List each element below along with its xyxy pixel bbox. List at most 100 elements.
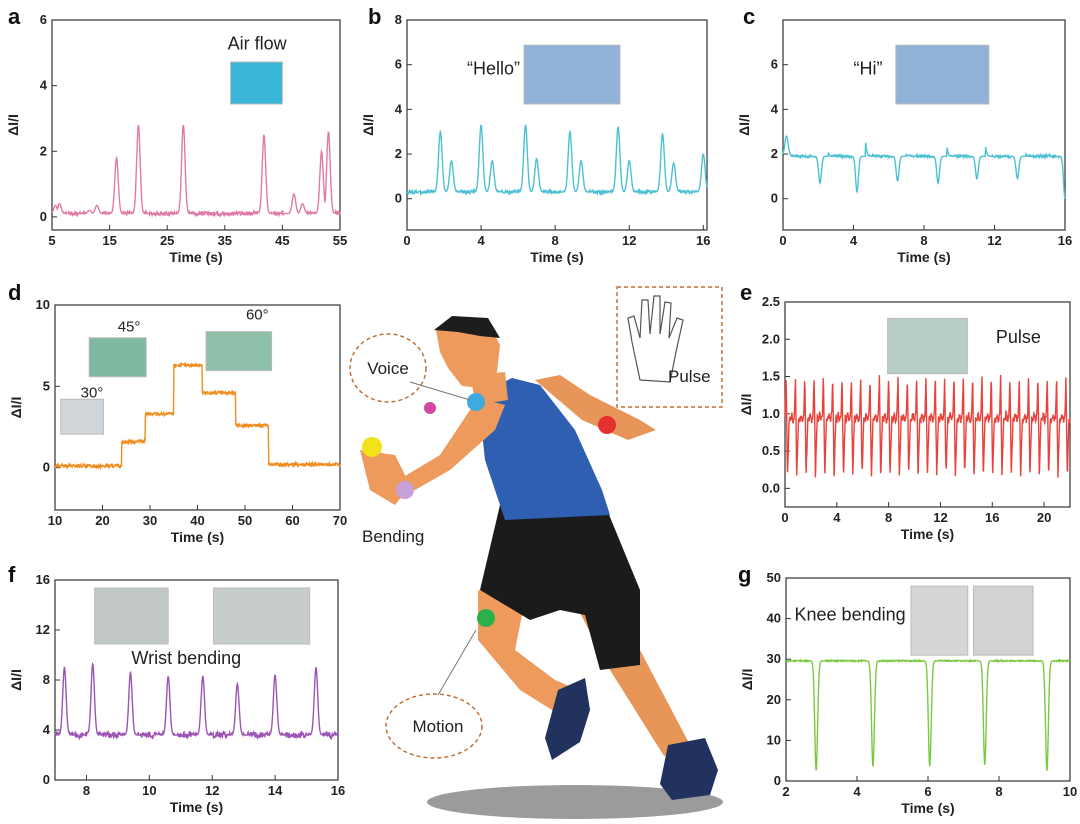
x-tick-label: 4 xyxy=(850,233,858,248)
panel-letter-a: a xyxy=(8,4,21,29)
runner-illustration: Voice Motion Bending Pulse xyxy=(349,286,723,819)
ground-shadow xyxy=(427,785,723,819)
y-tick-label: 0 xyxy=(43,460,50,475)
x-tick-label: 12 xyxy=(205,783,219,798)
series-line-d xyxy=(54,361,341,471)
x-tick-label: 12 xyxy=(933,510,947,525)
series-line-b xyxy=(406,124,708,197)
pulse-box-label: Pulse xyxy=(668,367,711,386)
sensor-dot-knee xyxy=(477,609,495,627)
annotation-label: Pulse xyxy=(996,327,1041,347)
panel-letter-b: b xyxy=(368,4,381,29)
inset-photo xyxy=(895,44,990,105)
motion-label: Motion xyxy=(412,717,463,736)
y-tick-label: 8 xyxy=(395,12,402,27)
pulse-callout-box xyxy=(616,286,723,408)
series-line-f xyxy=(54,662,339,741)
panel-letter-d: d xyxy=(8,280,21,305)
x-tick-label: 16 xyxy=(985,510,999,525)
runner-tank-top xyxy=(478,378,610,520)
x-tick-label: 12 xyxy=(987,233,1001,248)
voice-leader-line xyxy=(409,381,471,401)
y-axis-label: ΔI/I xyxy=(738,394,754,416)
runner-front-leg xyxy=(478,590,578,720)
x-tick-label: 20 xyxy=(1037,510,1051,525)
runner-hair xyxy=(434,316,500,338)
panel-f-wrist-bending-chart: f 8 10 12 14 16 0 4 8 12 16 Time (s) ΔI/I Wrist bendi… xyxy=(8,562,345,815)
x-tick-label: 4 xyxy=(853,784,861,799)
series-line-e xyxy=(784,374,1071,478)
y-tick-label: 8 xyxy=(43,672,50,687)
voice-callout xyxy=(349,333,427,403)
y-tick-label: 0 xyxy=(40,209,47,224)
annotation-label: 30° xyxy=(81,384,104,401)
x-axis-label: Time (s) xyxy=(897,249,950,265)
y-tick-label: 4 xyxy=(43,722,51,737)
panel-letter-c: c xyxy=(743,4,755,29)
x-tick-label: 55 xyxy=(333,233,347,248)
y-tick-label: 2.5 xyxy=(762,294,780,309)
x-tick-label: 8 xyxy=(552,233,559,248)
y-tick-label: 10 xyxy=(36,297,50,312)
x-axis-label: Time (s) xyxy=(170,799,223,815)
y-tick-label: 12 xyxy=(36,622,50,637)
y-tick-label: 16 xyxy=(36,572,50,587)
y-axis-label: ΔI/I xyxy=(739,669,755,691)
annotation-label: 60° xyxy=(246,306,269,323)
x-tick-label: 4 xyxy=(477,233,485,248)
y-tick-label: 6 xyxy=(40,12,47,27)
x-tick-label: 0 xyxy=(781,510,788,525)
panel-letter-f: f xyxy=(8,562,16,587)
sensor-dot-pulse xyxy=(598,416,616,434)
y-tick-label: 5 xyxy=(43,378,50,393)
y-axis-label: ΔI/I xyxy=(736,114,752,136)
inset-photo xyxy=(230,61,283,105)
x-tick-label: 8 xyxy=(920,233,927,248)
bending-label: Bending xyxy=(362,527,424,546)
series-line-g xyxy=(785,658,1071,771)
y-tick-label: 2 xyxy=(40,143,47,158)
sensor-dot-breath xyxy=(424,402,436,414)
y-tick-label: 40 xyxy=(767,611,781,626)
x-tick-label: 15 xyxy=(102,233,116,248)
runner-back-arm xyxy=(535,375,656,440)
panel-e-pulse-chart: e 0 4 8 12 16 20 0.0 0.5 1.0 1.5 2.0 2.5 Time (s) ΔI/I… xyxy=(738,280,1071,542)
x-tick-label: 10 xyxy=(1063,784,1077,799)
x-tick-label: 70 xyxy=(333,513,347,528)
x-tick-label: 0 xyxy=(779,233,786,248)
runner-front-shoe xyxy=(545,678,590,760)
x-tick-label: 8 xyxy=(83,783,90,798)
x-axis-label: Time (s) xyxy=(530,249,583,265)
panel-a-airflow-chart: a 5 15 25 35 45 55 0 2 4 6 Time (s) ΔI/I Air flow xyxy=(5,4,347,265)
y-tick-label: 30 xyxy=(767,651,781,666)
inset-photo xyxy=(94,587,169,645)
motion-callout xyxy=(385,693,483,759)
x-tick-label: 16 xyxy=(696,233,710,248)
y-tick-label: 0 xyxy=(43,772,50,787)
x-tick-label: 50 xyxy=(238,513,252,528)
y-tick-label: 50 xyxy=(767,570,781,585)
x-tick-label: 20 xyxy=(95,513,109,528)
inset-photo xyxy=(887,317,968,375)
y-tick-label: 1.5 xyxy=(762,369,780,384)
annotation-label: Knee bending xyxy=(795,605,906,625)
x-tick-label: 5 xyxy=(48,233,55,248)
y-axis-label: ΔI/I xyxy=(8,669,24,691)
y-tick-label: 2 xyxy=(395,146,402,161)
y-tick-label: 4 xyxy=(395,101,403,116)
y-tick-label: 10 xyxy=(767,732,781,747)
panel-d-finger-bending-chart: d 10 20 30 40 50 60 70 0 5 10 Time (s) ΔI/I 30° 45° 60° xyxy=(8,280,347,545)
annotation-label: “Hello” xyxy=(467,59,520,79)
panel-letter-g: g xyxy=(738,562,751,587)
inset-photo xyxy=(910,585,969,656)
plot-frame xyxy=(406,19,708,231)
x-tick-label: 60 xyxy=(285,513,299,528)
runner-back-shoe xyxy=(660,738,718,800)
x-tick-label: 14 xyxy=(268,783,283,798)
x-tick-label: 30 xyxy=(143,513,157,528)
x-tick-label: 45 xyxy=(275,233,289,248)
y-tick-label: 0 xyxy=(774,773,781,788)
panel-g-knee-bending-chart: g 2 4 6 8 10 0 10 20 30 40 50 Time (s) ΔI/I Knee bendi… xyxy=(738,562,1077,816)
